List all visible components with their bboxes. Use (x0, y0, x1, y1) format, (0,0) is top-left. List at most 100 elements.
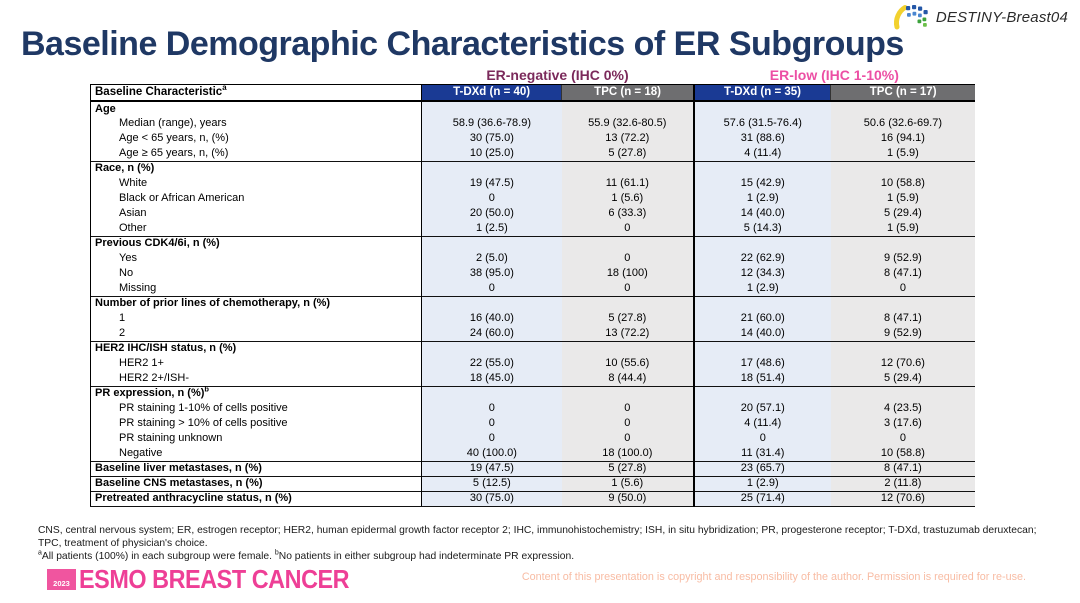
cell-value (830, 385, 975, 401)
row-label: Age < 65 years, n, (%) (90, 131, 422, 146)
cell-value: 18 (51.4) (693, 371, 831, 386)
cell-value (830, 340, 975, 356)
cell-value (561, 295, 695, 311)
row-label: Age ≥ 65 years, n, (%) (90, 146, 422, 161)
cell-value: 58.9 (36.6-78.9) (421, 116, 562, 131)
section-row: Race, n (%) (90, 160, 975, 176)
section-row: Number of prior lines of chemotherapy, n… (90, 295, 975, 311)
page-title: Baseline Demographic Characteristics of … (21, 25, 904, 63)
table-row: Median (range), years 58.9 (36.6-78.9) 55.… (90, 116, 975, 131)
cell-value (421, 100, 562, 116)
table-row: Baseline liver metastases, n (%) 19 (47.5… (90, 460, 975, 476)
cell-value: 16 (94.1) (830, 131, 975, 146)
table-row: PR staining > 10% of cells positive 0 0 4 (… (90, 416, 975, 431)
esmo-logo: 2023 ESMO BREAST CANCER (47, 564, 379, 595)
cell-value: 1 (2.9) (693, 475, 831, 491)
row-label: PR staining > 10% of cells positive (90, 416, 422, 431)
cell-value (561, 340, 695, 356)
cell-value: 18 (100) (561, 266, 695, 281)
cell-value (693, 100, 831, 116)
column-header-tdxd-er-negative: T-DXd (n = 40) (420, 83, 562, 102)
row-label: Baseline CNS metastases, n (%) (90, 475, 422, 491)
row-label: Median (range), years (90, 116, 422, 131)
footnote-marker-b: b (274, 549, 279, 557)
er-low-group-label: ER-low (IHC 1-10%) (693, 64, 975, 84)
cell-value: 5 (29.4) (830, 206, 975, 221)
cell-value: 24 (60.0) (421, 326, 562, 341)
table-row: PR staining unknown 0 0 0 0 (90, 431, 975, 446)
cell-value: 5 (27.8) (561, 146, 695, 161)
table-row: HER2 1+ 22 (55.0) 10 (55.6) 17 (48.6) 12 (70… (90, 356, 975, 371)
cell-value: 12 (70.6) (830, 490, 975, 507)
cell-value: 15 (42.9) (693, 176, 831, 191)
cell-value: 20 (57.1) (693, 401, 831, 416)
cell-value: 31 (88.6) (693, 131, 831, 146)
row-label: PR staining 1-10% of cells positive (90, 401, 422, 416)
abbreviations-footnote: CNS, central nervous system; ER, estroge… (38, 525, 1037, 550)
cell-value: 19 (47.5) (421, 176, 562, 191)
row-label: Number of prior lines of chemotherapy, n… (90, 295, 422, 311)
cell-value (561, 160, 695, 176)
cell-value: 14 (40.0) (693, 326, 831, 341)
cell-value: 1 (5.6) (561, 191, 695, 206)
baseline-characteristics-table: ER-negative (IHC 0%) ER-low (IHC 1-10%) … (90, 64, 975, 507)
cell-value: 13 (72.2) (561, 131, 695, 146)
cell-value (421, 235, 562, 251)
row-label: Race, n (%) (90, 160, 422, 176)
footnote-marker-b: b (204, 384, 209, 394)
section-row: Age (90, 100, 975, 116)
cell-value (830, 235, 975, 251)
cell-value: 1 (5.6) (561, 475, 695, 491)
row-label: No (90, 266, 422, 281)
cell-value (830, 160, 975, 176)
row-label: HER2 2+/ISH- (90, 371, 422, 386)
row-label: Previous CDK4/6i, n (%) (90, 235, 422, 251)
copyright-notice: Content of this presentation is copyrigh… (521, 571, 1026, 583)
table-row: Black or African American 0 1 (5.6) 1 (2.9)… (90, 191, 975, 206)
cell-value: 0 (421, 416, 562, 431)
cell-value: 0 (830, 431, 975, 446)
cell-value: 13 (72.2) (561, 326, 695, 341)
table-row: Age ≥ 65 years, n, (%) 10 (25.0) 5 (27.8) 4… (90, 146, 975, 161)
cell-value (421, 385, 562, 401)
group-header-spacer (90, 64, 422, 84)
section-row: PR expression, n (%)b (90, 384, 975, 401)
cell-value: 0 (421, 401, 562, 416)
cell-value: 0 (830, 281, 975, 296)
cell-value: 18 (100.0) (561, 446, 695, 461)
table-row: No 38 (95.0) 18 (100) 12 (34.3) 8 (47.1) (90, 266, 975, 281)
row-label: Baseline liver metastases, n (%) (90, 460, 422, 476)
row-label: 2 (90, 326, 422, 341)
cell-value: 0 (693, 431, 831, 446)
cell-value (830, 100, 975, 116)
row-label: Missing (90, 281, 422, 296)
cell-value: 40 (100.0) (421, 446, 562, 461)
cell-value: 6 (33.3) (561, 206, 695, 221)
cell-value: 38 (95.0) (421, 266, 562, 281)
cell-value: 18 (45.0) (421, 371, 562, 386)
group-header-row: ER-negative (IHC 0%) ER-low (IHC 1-10%) (90, 64, 975, 84)
table-row: 2 24 (60.0) 13 (72.2) 14 (40.0) 9 (52.9) (90, 326, 975, 341)
cell-value (693, 340, 831, 356)
footnote-marker-a: a (222, 82, 227, 92)
cell-value: 20 (50.0) (421, 206, 562, 221)
table-row: 1 16 (40.0) 5 (27.8) 21 (60.0) 8 (47.1) (90, 311, 975, 326)
cell-value: 0 (561, 416, 695, 431)
footnotes: CNS, central nervous system; ER, estroge… (38, 524, 1050, 564)
section-row: Previous CDK4/6i, n (%) (90, 235, 975, 251)
cell-value: 5 (12.5) (421, 475, 562, 491)
cell-value: 12 (34.3) (693, 266, 831, 281)
cell-value: 30 (75.0) (421, 131, 562, 146)
table-row: Pretreated anthracycline status, n (%) 30… (90, 490, 975, 507)
cell-value (830, 295, 975, 311)
cell-value: 1 (5.9) (830, 191, 975, 206)
cell-value: 17 (48.6) (693, 356, 831, 371)
column-header-tdxd-er-low: T-DXd (n = 35) (693, 83, 831, 102)
cell-value (561, 385, 695, 401)
table-row: Negative 40 (100.0) 18 (100.0) 11 (31.4) 10 … (90, 446, 975, 461)
cell-value (561, 235, 695, 251)
table-row: Missing 0 0 1 (2.9) 0 (90, 281, 975, 296)
cell-value: 5 (27.8) (561, 460, 695, 476)
cell-value (421, 340, 562, 356)
